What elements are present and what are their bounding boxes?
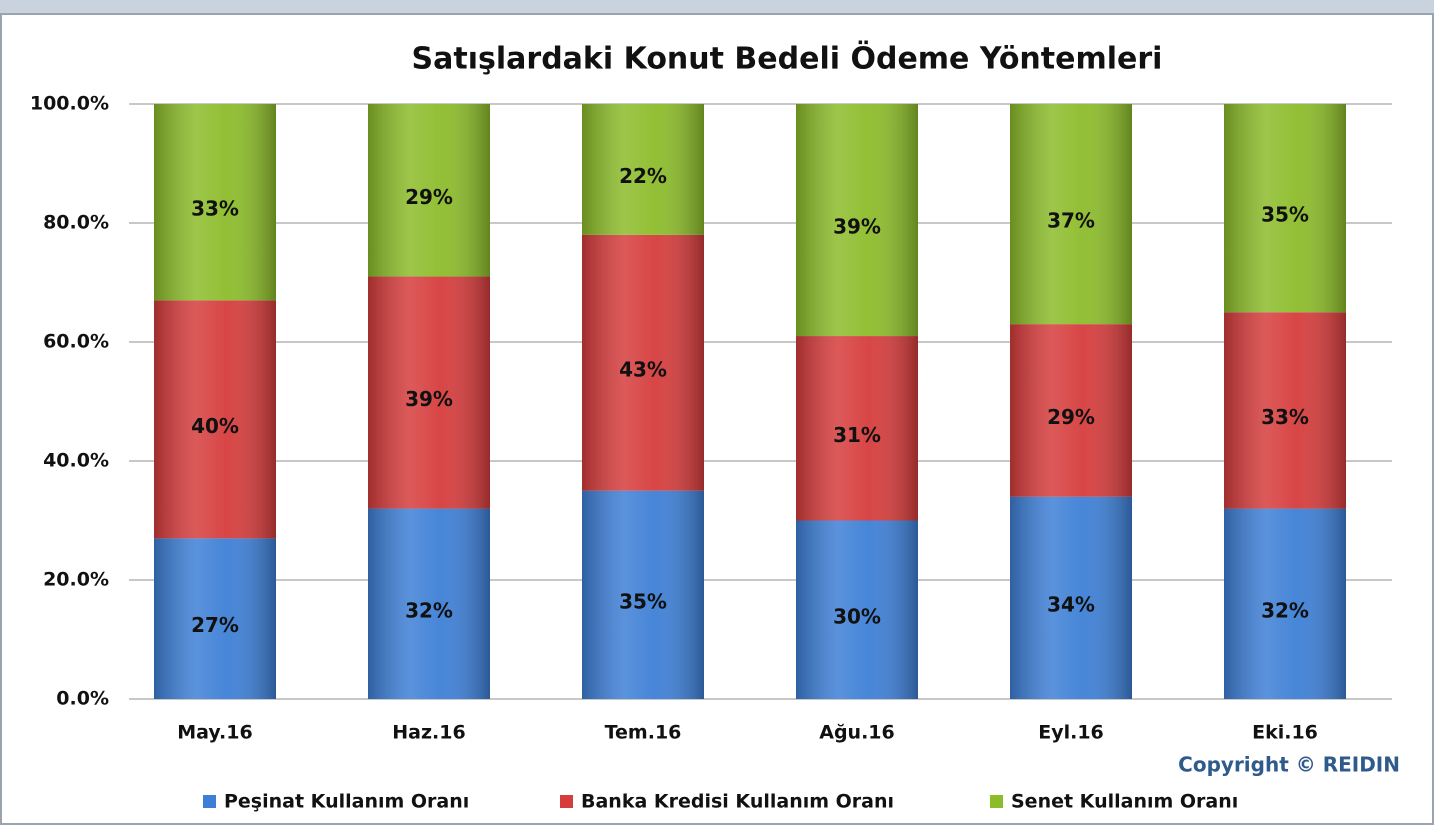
bar-shading — [1224, 312, 1346, 509]
data-label: 33% — [191, 197, 239, 221]
copyright: Copyright © REIDIN — [1178, 753, 1400, 777]
bar-shading — [154, 538, 276, 699]
legend-swatch — [990, 795, 1003, 808]
bar-shading — [582, 234, 704, 491]
bar-shading — [154, 104, 276, 301]
bar-shading — [796, 520, 918, 699]
bar-shading — [796, 104, 918, 337]
bar-shading — [1224, 508, 1346, 699]
bar-shading — [796, 336, 918, 521]
data-label: 34% — [1047, 592, 1095, 616]
x-tick-label: May.16 — [177, 722, 252, 744]
x-tick-label: Eki.16 — [1252, 722, 1318, 744]
data-label: 31% — [833, 423, 881, 447]
data-label: 35% — [1261, 203, 1309, 227]
y-tick-label: 40.0% — [43, 450, 109, 472]
data-label: 27% — [191, 613, 239, 637]
y-tick-label: 60.0% — [43, 331, 109, 353]
bar-shading — [582, 490, 704, 699]
x-tick-label: Tem.16 — [605, 722, 682, 744]
bar-shading — [582, 104, 704, 235]
bar-shading — [1010, 496, 1132, 699]
data-label: 40% — [191, 414, 239, 438]
y-tick-label: 100.0% — [30, 93, 109, 115]
bar-shading — [1010, 104, 1132, 325]
y-tick-label: 20.0% — [43, 569, 109, 591]
data-label: 32% — [405, 598, 453, 622]
legend-label: Banka Kredisi Kullanım Oranı — [581, 791, 894, 813]
bar-shading — [154, 300, 276, 539]
data-label: 39% — [405, 387, 453, 411]
legend-label: Peşinat Kullanım Oranı — [224, 791, 469, 813]
data-label: 29% — [1047, 405, 1095, 429]
bar-shading — [368, 508, 490, 699]
data-label: 29% — [405, 185, 453, 209]
data-label: 37% — [1047, 209, 1095, 233]
data-label: 32% — [1261, 598, 1309, 622]
x-tick-label: Eyl.16 — [1038, 722, 1104, 744]
data-label: 43% — [619, 357, 667, 381]
y-tick-label: 0.0% — [56, 688, 109, 710]
data-label: 33% — [1261, 405, 1309, 429]
data-label: 22% — [619, 164, 667, 188]
chart-title: Satışlardaki Konut Bedeli Ödeme Yöntemle… — [412, 40, 1163, 77]
x-tick-label: Ağu.16 — [819, 722, 895, 744]
bar-shading — [368, 276, 490, 509]
data-label: 30% — [833, 604, 881, 628]
data-label: 35% — [619, 589, 667, 613]
data-label: 39% — [833, 215, 881, 239]
legend-swatch — [203, 795, 216, 808]
legend-label: Senet Kullanım Oranı — [1011, 791, 1238, 813]
x-tick-label: Haz.16 — [392, 722, 465, 744]
bar-shading — [368, 104, 490, 277]
bar-shading — [1224, 104, 1346, 313]
window-strip — [0, 0, 1434, 14]
legend-swatch — [560, 795, 573, 808]
bar-shading — [1010, 324, 1132, 497]
y-tick-label: 80.0% — [43, 212, 109, 234]
